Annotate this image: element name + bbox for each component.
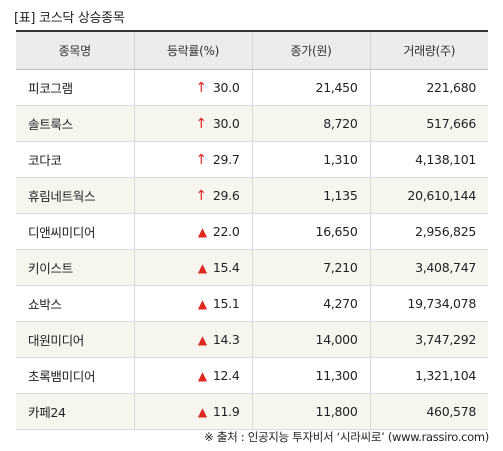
table-row: 대원미디어 ▲ 14.3 14,000 3,747,292 <box>16 321 488 358</box>
table-row: 쇼박스 ▲ 15.1 4,270 19,734,078 <box>16 285 488 322</box>
up-arrow-icon: ↑ <box>195 187 207 204</box>
change-rate: 15.1 <box>212 296 240 311</box>
stock-name: 키이스트 <box>16 249 134 286</box>
up-triangle-icon: ▲ <box>197 297 207 311</box>
trading-volume: 221,680 <box>369 69 488 106</box>
change-rate-cell: ↑ 30.0 <box>133 105 252 142</box>
change-rate: 14.3 <box>212 332 240 347</box>
change-rate: 29.7 <box>212 151 240 167</box>
change-rate: 30.0 <box>212 115 240 131</box>
trading-volume: 19,734,078 <box>369 285 488 322</box>
stock-name: 코다코 <box>16 141 134 178</box>
change-rate: 22.0 <box>212 224 240 239</box>
stock-name: 카페24 <box>16 393 134 430</box>
up-triangle-icon: ▲ <box>197 405 207 419</box>
closing-price: 4,270 <box>251 285 370 322</box>
up-triangle-icon: ▲ <box>197 369 207 383</box>
stock-name: 초록뱀미디어 <box>16 357 134 394</box>
change-rate: 30.0 <box>212 79 240 95</box>
closing-price: 7,210 <box>251 249 370 286</box>
trading-volume: 2,956,825 <box>369 213 488 250</box>
table-row: 키이스트 ▲ 15.4 7,210 3,408,747 <box>16 249 488 286</box>
change-rate-cell: ▲ 12.4 <box>133 357 252 394</box>
trading-volume: 20,610,144 <box>369 177 488 214</box>
column-header-name: 종목명 <box>16 31 134 70</box>
stock-name: 대원미디어 <box>16 321 134 358</box>
table-row: 코다코 ↑ 29.7 1,310 4,138,101 <box>16 141 488 178</box>
up-arrow-icon: ↑ <box>195 115 207 132</box>
trading-volume: 1,321,104 <box>369 357 488 394</box>
trading-volume: 3,747,292 <box>369 321 488 358</box>
closing-price: 1,310 <box>251 141 370 178</box>
trading-volume: 460,578 <box>369 393 488 430</box>
column-header-volume: 거래량(주) <box>369 31 488 70</box>
table-body: 피코그램 ↑ 30.0 21,450 221,680 솔트룩스 ↑ 30.0 8,720 517,… <box>16 69 488 430</box>
change-rate: 12.4 <box>212 368 240 383</box>
change-rate-cell: ▲ 22.0 <box>133 213 252 250</box>
table-row: 피코그램 ↑ 30.0 21,450 221,680 <box>16 69 488 106</box>
table-row: 초록뱀미디어 ▲ 12.4 11,300 1,321,104 <box>16 357 488 394</box>
column-header-rate: 등락률(%) <box>133 31 252 70</box>
closing-price: 11,800 <box>251 393 370 430</box>
change-rate-cell: ▲ 11.9 <box>133 393 252 430</box>
change-rate-cell: ▲ 15.1 <box>133 285 252 322</box>
table-row: 솔트룩스 ↑ 30.0 8,720 517,666 <box>16 105 488 142</box>
page-title: [표] 코스닥 상승종목 <box>14 11 125 26</box>
stock-table: 종목명 등락률(%) 종가(원) 거래량(주) 피코그램 ↑ 30.0 21,450 2… <box>16 30 488 430</box>
stock-name: 휴림네트웍스 <box>16 177 134 214</box>
change-rate-cell: ↑ 30.0 <box>133 69 252 106</box>
trading-volume: 4,138,101 <box>369 141 488 178</box>
change-rate: 11.9 <box>212 404 240 419</box>
closing-price: 16,650 <box>251 213 370 250</box>
closing-price: 11,300 <box>251 357 370 394</box>
closing-price: 1,135 <box>251 177 370 214</box>
change-rate-cell: ▲ 14.3 <box>133 321 252 358</box>
closing-price: 14,000 <box>251 321 370 358</box>
change-rate-cell: ↑ 29.6 <box>133 177 252 214</box>
trading-volume: 3,408,747 <box>369 249 488 286</box>
up-arrow-icon: ↑ <box>195 79 207 96</box>
source-note: ※ 출처 : 인공지능 투자비서 ‘시라씨로’ (www.rassiro.com… <box>204 430 489 444</box>
change-rate: 15.4 <box>212 260 240 275</box>
up-triangle-icon: ▲ <box>197 225 207 239</box>
trading-volume: 517,666 <box>369 105 488 142</box>
closing-price: 8,720 <box>251 105 370 142</box>
change-rate-cell: ▲ 15.4 <box>133 249 252 286</box>
change-rate-cell: ↑ 29.7 <box>133 141 252 178</box>
stock-name: 솔트룩스 <box>16 105 134 142</box>
change-rate: 29.6 <box>212 187 240 203</box>
up-triangle-icon: ▲ <box>197 261 207 275</box>
up-triangle-icon: ▲ <box>197 333 207 347</box>
table-row: 휴림네트웍스 ↑ 29.6 1,135 20,610,144 <box>16 177 488 214</box>
stock-name: 디앤씨미디어 <box>16 213 134 250</box>
stock-name: 쇼박스 <box>16 285 134 322</box>
table-row: 디앤씨미디어 ▲ 22.0 16,650 2,956,825 <box>16 213 488 250</box>
column-header-price: 종가(원) <box>251 31 370 70</box>
closing-price: 21,450 <box>251 69 370 106</box>
up-arrow-icon: ↑ <box>195 151 207 168</box>
table-header-row: 종목명 등락률(%) 종가(원) 거래량(주) <box>16 31 488 70</box>
stock-name: 피코그램 <box>16 69 134 106</box>
table-row: 카페24 ▲ 11.9 11,800 460,578 <box>16 393 488 430</box>
